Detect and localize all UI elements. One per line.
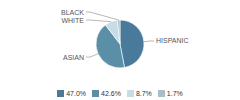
html-text:1.7%: 1.7% [166, 89, 183, 97]
html-text:8.7%: 8.7% [135, 89, 152, 97]
svg-text:WHITE: WHITE [61, 17, 84, 24]
svg-text:HISPANIC: HISPANIC [156, 37, 189, 44]
html-text:42.6%: 42.6% [101, 89, 121, 97]
svg-text:BLACK: BLACK [61, 9, 84, 16]
html-text:47.0%: 47.0% [66, 89, 86, 97]
svg-text:ASIAN: ASIAN [63, 54, 84, 61]
